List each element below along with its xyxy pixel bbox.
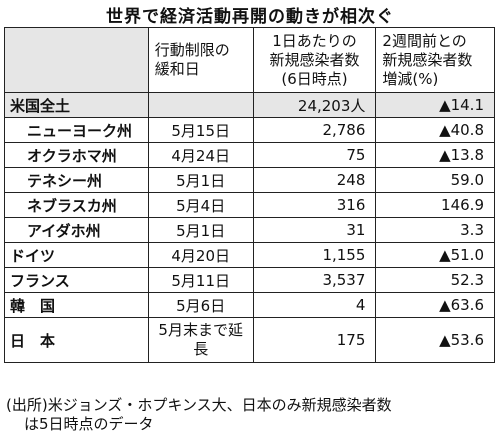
header-change-line3: 増減(%) [382,69,439,88]
row-date: 5月1日 [147,167,254,193]
source-note: (出所)米ジョンズ・ホプキンス大、日本のみ新規感染者数 は5日時点のデータ [6,396,496,434]
row-cases: 24,203人 [252,92,377,118]
row-date: 5月15日 [147,117,254,143]
row-change: ▲51.0 [375,242,495,268]
row-cases: 3,537 [252,267,377,293]
header-daily-cases-line3: (6日時点) [281,69,348,88]
row-name: フランス [4,267,149,293]
row-change: ▲14.1 [375,92,495,118]
row-date: 4月24日 [147,142,254,168]
source-note-line1: (出所)米ジョンズ・ホプキンス大、日本のみ新規感染者数 [6,396,392,414]
row-change: 146.9 [375,192,495,218]
row-cases: 2,786 [252,117,377,143]
row-name: ニューヨーク州 [4,117,149,143]
row-change: 52.3 [375,267,495,293]
row-date: 5月4日 [147,192,254,218]
row-date: 5月11日 [147,267,254,293]
table-row: 米国全土 24,203人 ▲14.1 [4,92,495,118]
table-row: アイダホ州 5月1日 31 3.3 [4,217,495,243]
row-cases: 31 [252,217,377,243]
row-change: 3.3 [375,217,495,243]
table-row: フランス 5月11日 3,537 52.3 [4,267,495,293]
covid-reopening-table: 行動制限の 緩和日 1日あたりの 新規感染者数 (6日時点) 2週間前との 新規… [4,27,495,363]
row-name: 米国全土 [4,92,149,118]
table-title: 世界で経済活動再開の動きが相次ぐ [106,7,394,27]
row-change: 59.0 [375,167,495,193]
row-cases: 175 [252,317,377,363]
header-restriction-date-line2: 緩和日 [154,60,200,78]
table-row: ニューヨーク州 5月15日 2,786 ▲40.8 [4,117,495,143]
row-cases: 1,155 [252,242,377,268]
row-change: ▲53.6 [375,317,495,363]
row-cases: 75 [252,142,377,168]
row-date [147,92,254,118]
row-name: ドイツ [4,242,149,268]
header-restriction-date-line1: 行動制限の [154,41,230,59]
row-name: 日 本 [4,317,149,363]
row-name: オクラホマ州 [4,142,149,168]
row-date: 5月1日 [147,217,254,243]
row-date: 5月末まで延長 [147,317,254,363]
header-restriction-date: 行動制限の 緩和日 [147,27,254,93]
table-row: ドイツ 4月20日 1,155 ▲51.0 [4,242,495,268]
row-change: ▲13.8 [375,142,495,168]
row-change: ▲63.6 [375,292,495,318]
table-row: 日 本 5月末まで延長 175 ▲53.6 [4,317,495,363]
row-cases: 248 [252,167,377,193]
row-date: 4月20日 [147,242,254,268]
row-cases: 316 [252,192,377,218]
header-daily-cases: 1日あたりの 新規感染者数 (6日時点) [252,27,377,93]
row-change: ▲40.8 [375,117,495,143]
table-row: テネシー州 5月1日 248 59.0 [4,167,495,193]
header-daily-cases-line1: 1日あたりの [272,31,357,50]
row-name: ネブラスカ州 [4,192,149,218]
row-name: テネシー州 [4,167,149,193]
header-change-line1: 2週間前との [382,31,467,50]
header-empty-cell [4,27,149,93]
header-change: 2週間前との 新規感染者数 増減(%) [375,27,495,93]
header-row: 行動制限の 緩和日 1日あたりの 新規感染者数 (6日時点) 2週間前との 新規… [4,27,495,93]
row-date: 5月6日 [147,292,254,318]
table-row: オクラホマ州 4月24日 75 ▲13.8 [4,142,495,168]
table-row: 韓 国 5月6日 4 ▲63.6 [4,292,495,318]
row-cases: 4 [252,292,377,318]
row-name: アイダホ州 [4,217,149,243]
header-change-line2: 新規感染者数 [382,50,473,69]
table-row: ネブラスカ州 5月4日 316 146.9 [4,192,495,218]
source-note-line2: は5日時点のデータ [24,415,154,433]
row-name: 韓 国 [4,292,149,318]
header-daily-cases-line2: 新規感染者数 [269,50,360,69]
